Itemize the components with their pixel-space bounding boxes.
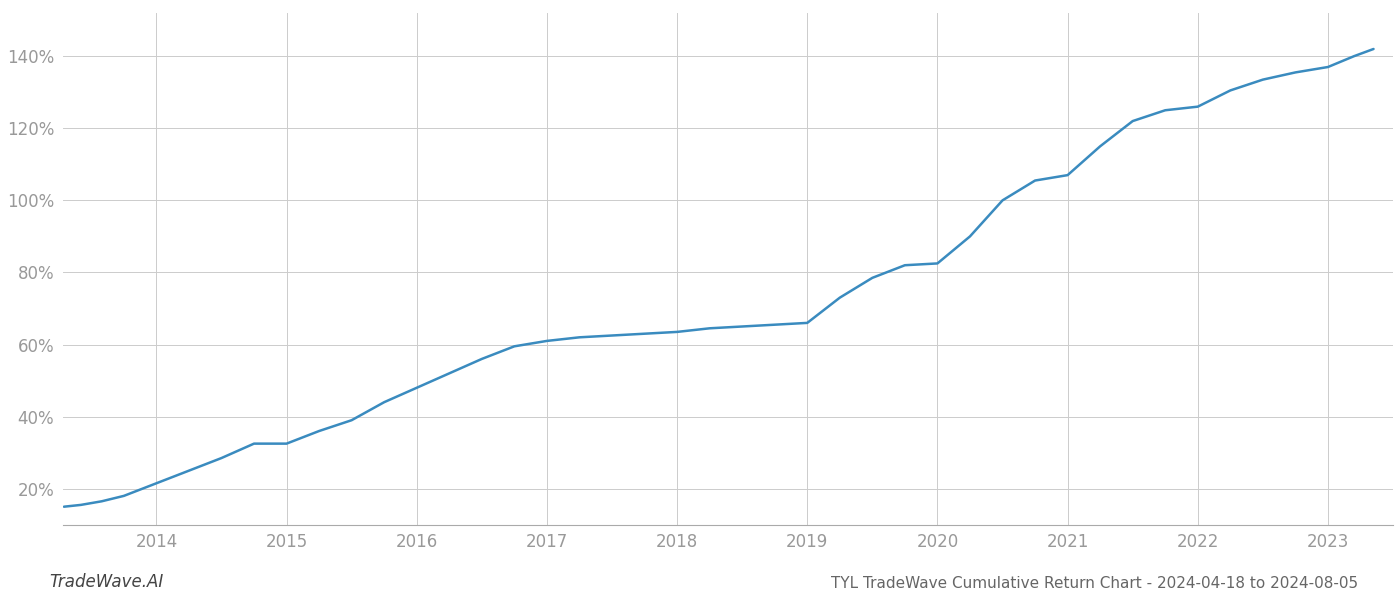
Text: TYL TradeWave Cumulative Return Chart - 2024-04-18 to 2024-08-05: TYL TradeWave Cumulative Return Chart - …: [830, 576, 1358, 591]
Text: TradeWave.AI: TradeWave.AI: [49, 573, 164, 591]
